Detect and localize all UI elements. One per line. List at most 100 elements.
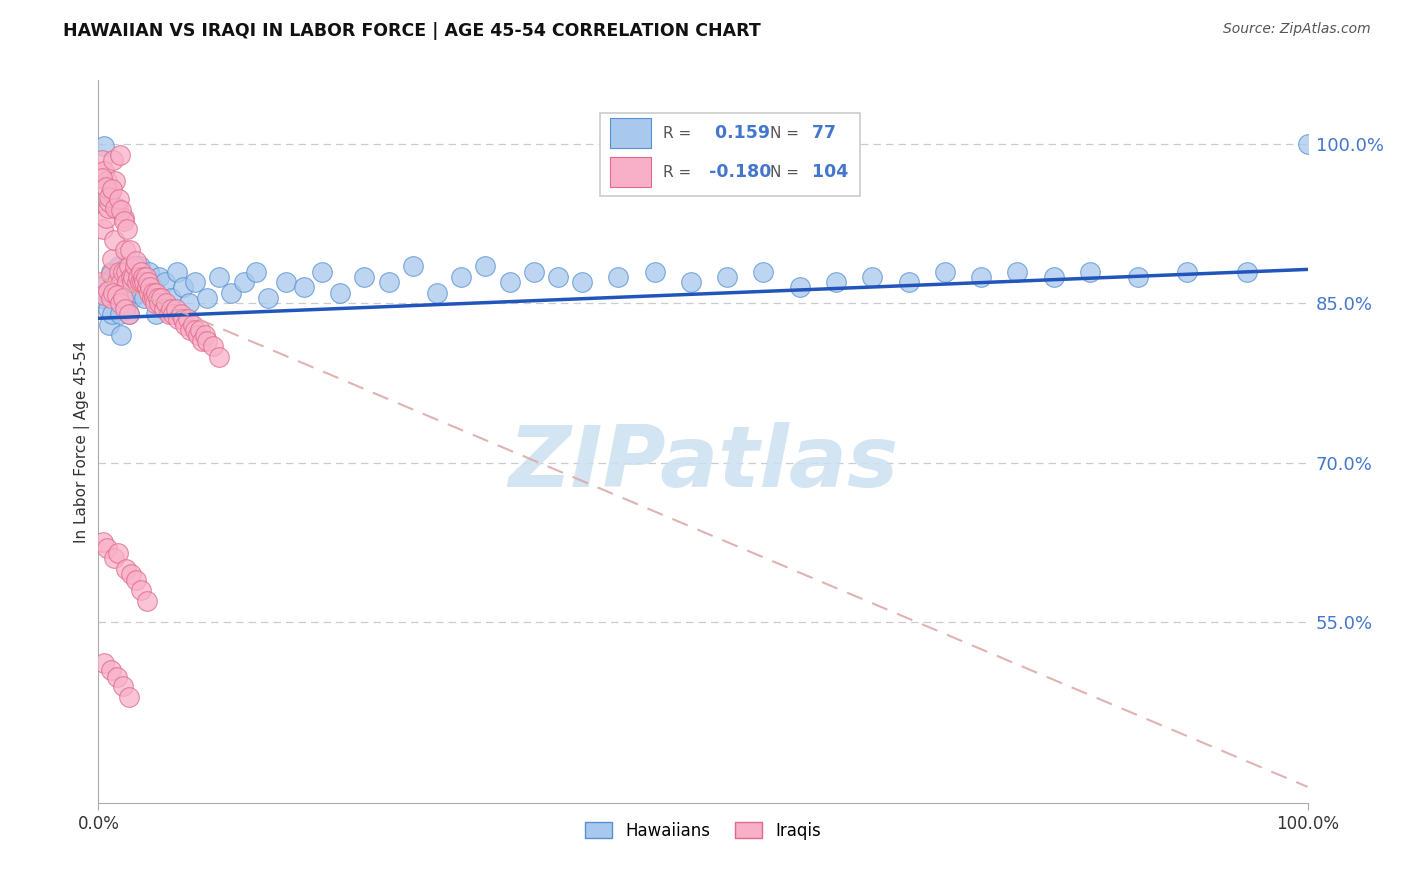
Point: [117, 259, 139, 273]
Point: [114, 301, 136, 316]
Point: [142, 285, 165, 300]
Point: [105, 275, 128, 289]
Point: [121, 275, 143, 289]
Point: [98, 195, 121, 210]
Point: [153, 275, 176, 289]
Point: [100, 267, 122, 281]
Point: [115, 562, 138, 576]
Point: [94, 285, 117, 300]
Point: [145, 307, 167, 321]
Point: [124, 259, 146, 273]
Point: [274, 275, 297, 289]
Point: [107, 291, 129, 305]
Point: [118, 280, 141, 294]
Point: [181, 318, 204, 332]
Point: [474, 259, 496, 273]
Point: [148, 269, 170, 284]
Point: [103, 551, 125, 566]
Point: [208, 269, 231, 284]
Point: [194, 328, 217, 343]
Text: 77: 77: [806, 124, 835, 142]
Point: [127, 275, 149, 289]
Text: R =: R =: [664, 164, 692, 179]
Point: [450, 269, 472, 284]
Point: [100, 252, 122, 266]
Point: [131, 269, 153, 284]
FancyBboxPatch shape: [610, 118, 651, 148]
Point: [91, 153, 114, 167]
Point: [125, 254, 148, 268]
Point: [1175, 264, 1198, 278]
Point: [157, 307, 180, 321]
Point: [148, 296, 170, 310]
Point: [145, 285, 167, 300]
Point: [146, 291, 169, 305]
Text: N =: N =: [769, 126, 799, 141]
Point: [100, 291, 122, 305]
Point: [108, 192, 131, 206]
Point: [125, 573, 148, 587]
Point: [523, 264, 546, 278]
Point: [124, 275, 146, 289]
Point: [118, 690, 141, 704]
Point: [108, 307, 131, 321]
Y-axis label: In Labor Force | Age 45-54: In Labor Force | Age 45-54: [75, 341, 90, 542]
Point: [111, 264, 134, 278]
Point: [127, 269, 149, 284]
Point: [108, 147, 131, 161]
Point: [134, 275, 156, 289]
Point: [143, 296, 166, 310]
Point: [103, 285, 125, 300]
Point: [120, 567, 142, 582]
Point: [107, 546, 129, 560]
Point: [129, 583, 152, 598]
Point: [292, 280, 315, 294]
Point: [138, 264, 160, 278]
Point: [129, 264, 152, 278]
Point: [167, 312, 190, 326]
Point: [256, 291, 278, 305]
Point: [789, 280, 811, 294]
Point: [107, 201, 129, 215]
Point: [115, 275, 138, 289]
Point: [104, 201, 127, 215]
Point: [118, 307, 141, 321]
Point: [128, 259, 150, 273]
Point: [97, 284, 120, 298]
Point: [174, 318, 197, 332]
Point: [90, 275, 112, 289]
Point: [1236, 264, 1258, 278]
Point: [1128, 269, 1150, 284]
Point: [172, 312, 194, 326]
Text: N =: N =: [769, 164, 799, 179]
Point: [232, 275, 254, 289]
Point: [143, 291, 166, 305]
Point: [169, 307, 191, 321]
Point: [329, 285, 352, 300]
Point: [128, 275, 150, 289]
Text: ZIPatlas: ZIPatlas: [508, 422, 898, 505]
Point: [93, 656, 115, 670]
Point: [114, 244, 136, 258]
Point: [100, 185, 122, 199]
Point: [110, 275, 132, 289]
Point: [1296, 136, 1319, 151]
Text: 104: 104: [806, 163, 848, 181]
Point: [187, 328, 209, 343]
Point: [120, 269, 142, 284]
Point: [91, 222, 114, 236]
Point: [195, 334, 218, 348]
Point: [179, 323, 201, 337]
Point: [208, 350, 231, 364]
Point: [93, 288, 115, 302]
Point: [118, 307, 141, 321]
Point: [105, 670, 128, 684]
Point: [103, 233, 125, 247]
Point: [117, 275, 139, 289]
Point: [110, 328, 132, 343]
Point: [152, 301, 174, 316]
Point: [108, 296, 131, 310]
Point: [91, 535, 114, 549]
Point: [1007, 264, 1029, 278]
Point: [172, 280, 194, 294]
